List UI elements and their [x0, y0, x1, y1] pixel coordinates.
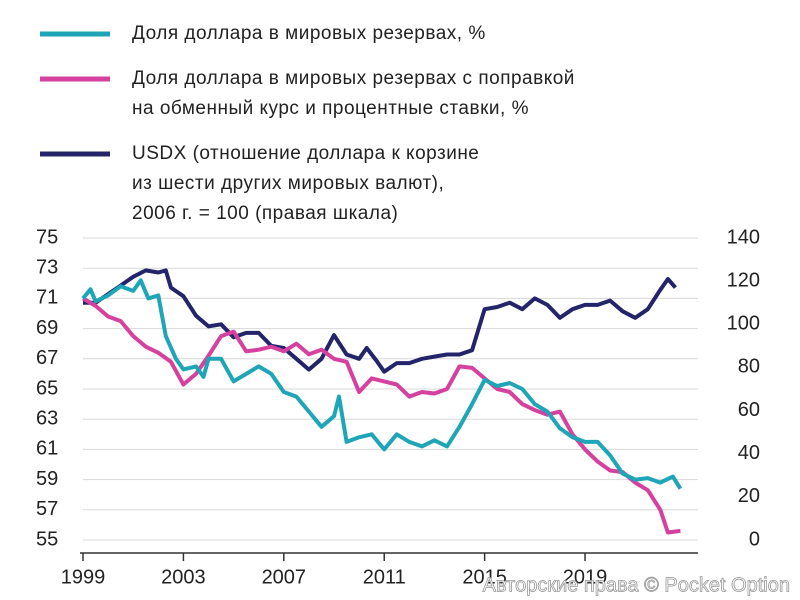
- x-tick-label: 2011: [363, 566, 406, 588]
- legend-label: USDX (отношение доллара к корзине: [132, 143, 479, 164]
- y-tick-label: 75: [36, 226, 58, 248]
- legend-label: Доля доллара в мировых резервах, %: [132, 23, 486, 44]
- y-tick-label: 61: [36, 438, 58, 460]
- x-tick-label: 2019: [563, 566, 608, 588]
- x-tick-label: 1999: [61, 566, 106, 588]
- y-tick-label: 67: [36, 347, 58, 369]
- y-tick-label: 63: [36, 407, 58, 429]
- y-tick-label: 57: [36, 498, 58, 520]
- series-line: [81, 278, 683, 490]
- y2-tick-label: 0: [749, 528, 760, 550]
- series-line: [81, 296, 681, 535]
- y2-tick-label: 20: [738, 485, 760, 507]
- y-tick-label: 55: [36, 528, 58, 550]
- legend-label: Доля доллара в мировых резервах с поправ…: [132, 68, 575, 89]
- y2-tick-label: 140: [727, 226, 760, 248]
- y-tick-label: 69: [36, 317, 58, 339]
- y-tick-label: 73: [36, 256, 58, 278]
- x-tick-label: 2003: [161, 566, 206, 588]
- y2-tick-label: 60: [738, 399, 760, 421]
- x-tick-label: 2007: [262, 566, 307, 588]
- series-line: [83, 268, 677, 374]
- y2-tick-label: 100: [727, 313, 760, 335]
- y2-tick-label: 40: [738, 442, 760, 464]
- y2-tick-label: 120: [727, 269, 760, 291]
- y-tick-label: 65: [36, 377, 58, 399]
- y-tick-label: 71: [36, 287, 58, 309]
- x-tick-label: 2015: [462, 566, 507, 588]
- y2-tick-label: 80: [738, 356, 760, 378]
- watermark: Авторские права © Pocket Option: [483, 574, 790, 596]
- legend-label: из шести других мировых валют),: [132, 173, 444, 194]
- y-tick-label: 59: [36, 468, 58, 490]
- legend-label: на обменный курс и процентные ставки, %: [132, 98, 529, 119]
- legend-label: 2006 г. = 100 (правая шкала): [132, 203, 398, 224]
